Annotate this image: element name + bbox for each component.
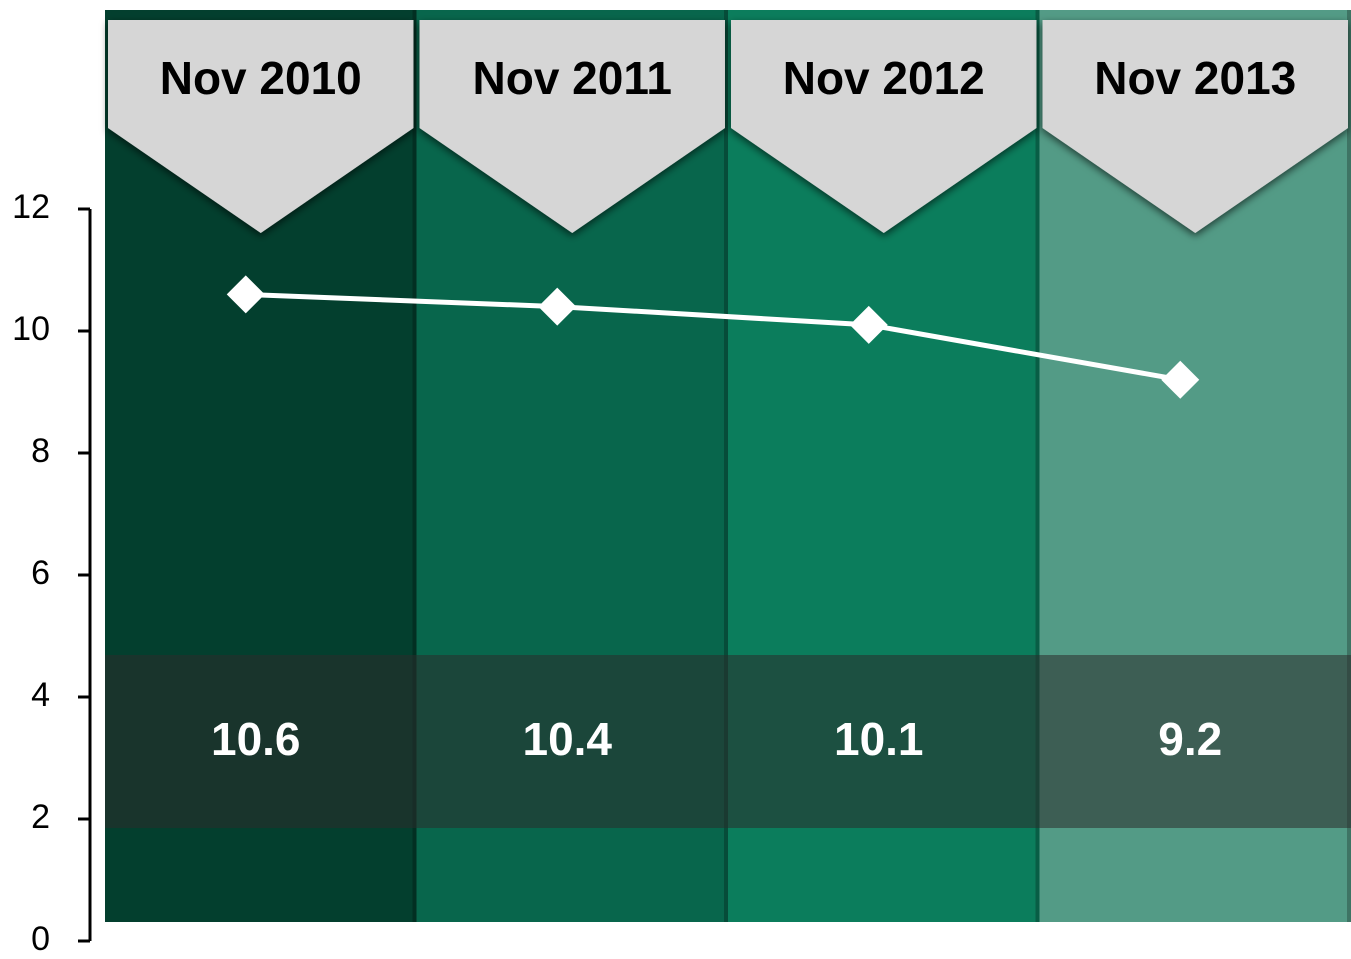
- value-label: 9.2: [1158, 713, 1222, 765]
- header-tag: [1042, 20, 1348, 233]
- series-line: [245, 291, 1181, 383]
- x-tick-label: Nov 2012: [783, 52, 985, 104]
- y-tick-label: 0: [31, 920, 50, 958]
- y-tick-label: 12: [12, 188, 50, 226]
- x-tick-label: Nov 2013: [1094, 52, 1296, 104]
- data-point: [226, 275, 265, 314]
- column-edge: [724, 10, 728, 922]
- column-edge: [412, 10, 417, 922]
- x-tick-label: Nov 2011: [473, 52, 672, 104]
- data-point: [849, 305, 888, 344]
- column-edge: [1035, 10, 1040, 922]
- y-tick-label: 6: [31, 554, 50, 592]
- y-tick-label: 4: [31, 676, 50, 714]
- y-tick-label: 2: [31, 798, 50, 836]
- value-label: 10.1: [834, 713, 924, 765]
- header-tag: [731, 20, 1037, 233]
- data-point: [1161, 360, 1200, 399]
- header-tag: [108, 20, 414, 233]
- header-tag: [419, 20, 725, 233]
- value-label: 10.4: [522, 713, 612, 765]
- column-edge: [1347, 10, 1351, 922]
- value-band: [105, 655, 1351, 828]
- data-point: [538, 287, 577, 326]
- value-label: 10.6: [211, 713, 301, 765]
- y-tick-label: 8: [31, 432, 50, 470]
- x-tick-label: Nov 2010: [160, 52, 362, 104]
- y-tick-label: 10: [12, 310, 50, 348]
